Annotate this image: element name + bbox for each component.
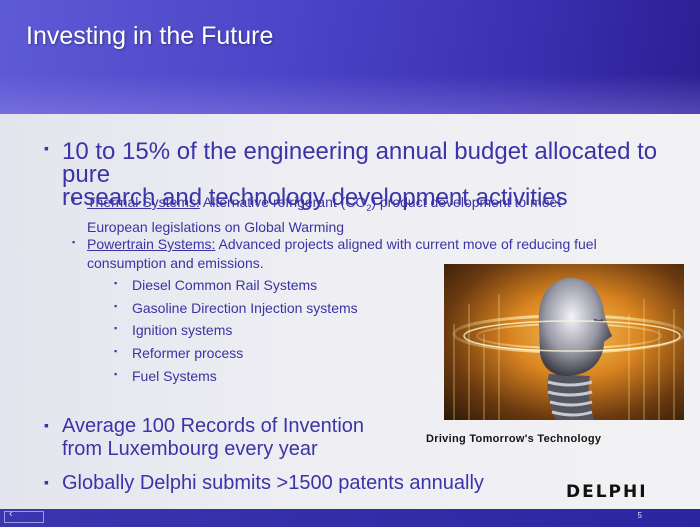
nav-back-icon[interactable]: ‹ <box>9 508 13 520</box>
bullet-line: consumption and emissions. <box>87 255 264 271</box>
co2-subscript: 2 <box>366 202 372 213</box>
sub-item: ▪ Reformer process <box>114 345 243 361</box>
sub-item-text: Fuel Systems <box>132 368 217 384</box>
robot-head-illustration <box>452 277 684 420</box>
bullet-line: Powertrain Systems: Advanced projects al… <box>87 235 597 254</box>
bullet-powertrain-systems: ▪ Powertrain Systems: Advanced projects … <box>72 235 597 273</box>
bullet-marker: ▪ <box>114 301 118 311</box>
sub-item: ▪ Gasoline Direction Injection systems <box>114 300 358 316</box>
bullet-text: Globally Delphi submits >1500 patents an… <box>62 472 484 494</box>
bullet-marker: ▪ <box>44 417 49 433</box>
bullet-records-of-invention: ▪ Average 100 Records of Invention from … <box>44 415 364 461</box>
sub-item: ▪ Fuel Systems <box>114 368 217 384</box>
bullet-marker: ▪ <box>114 346 118 356</box>
bullet-marker: ▪ <box>44 140 49 156</box>
bullet-marker: ▪ <box>72 195 76 205</box>
bullet-line: Average 100 Records of Invention <box>62 415 365 437</box>
robot-head-image <box>444 264 684 420</box>
bullet-line: research and technology development acti… <box>62 184 568 211</box>
sub-item: ▪ Diesel Common Rail Systems <box>114 277 317 293</box>
bullet-marker: ▪ <box>72 237 76 247</box>
slide-nav-control[interactable]: ‹ <box>4 508 44 523</box>
bullet-patents: ▪ Globally Delphi submits >1500 patents … <box>44 472 484 495</box>
bullet-budget: ▪ 10 to 15% of the engineering annual bu… <box>44 138 700 211</box>
delphi-logo: DELPHI <box>566 482 648 502</box>
powertrain-label: Powertrain Systems: <box>87 236 216 252</box>
bullet-line: from Luxembourg every year <box>62 438 318 460</box>
sub-item-text: Reformer process <box>132 345 244 361</box>
bullet-marker: ▪ <box>114 369 118 379</box>
sub-item-text: Gasoline Direction Injection systems <box>132 300 358 316</box>
image-caption: Driving Tomorrow's Technology <box>426 433 602 445</box>
bullet-line: Thermal Systems: Alternative refrigerant… <box>87 193 561 218</box>
bullet-marker: ▪ <box>114 278 118 288</box>
page-number: 5 <box>637 511 642 520</box>
thermal-text: ) product development to meet <box>371 194 562 210</box>
sub-item-text: Ignition systems <box>132 322 233 338</box>
bullet-marker: ▪ <box>44 474 49 490</box>
bullet-line: 10 to 15% of the engineering annual budg… <box>62 138 658 188</box>
bullet-text: Powertrain Systems: Advanced projects al… <box>87 235 597 273</box>
slide-header: Investing in the Future <box>0 0 700 114</box>
bullet-marker: ▪ <box>114 323 118 333</box>
bullet-text: Average 100 Records of Invention from Lu… <box>62 415 364 461</box>
sub-item: ▪ Ignition systems <box>114 322 232 338</box>
sub-item-text: Diesel Common Rail Systems <box>132 277 318 293</box>
slide-footer: ‹ 5 <box>0 508 700 527</box>
bullet-thermal-systems: ▪ Thermal Systems: Alternative refrigera… <box>72 193 561 237</box>
thermal-text: Alternative refrigerant (CO <box>199 194 367 210</box>
thermal-label: Thermal Systems: <box>87 194 200 210</box>
bullet-text: Thermal Systems: Alternative refrigerant… <box>87 193 561 237</box>
slide-title: Investing in the Future <box>26 22 274 50</box>
bullet-line: European legislations on Global Warming <box>87 218 345 235</box>
powertrain-text: Advanced projects aligned with current m… <box>215 236 597 252</box>
bullet-text: 10 to 15% of the engineering annual budg… <box>62 138 700 211</box>
